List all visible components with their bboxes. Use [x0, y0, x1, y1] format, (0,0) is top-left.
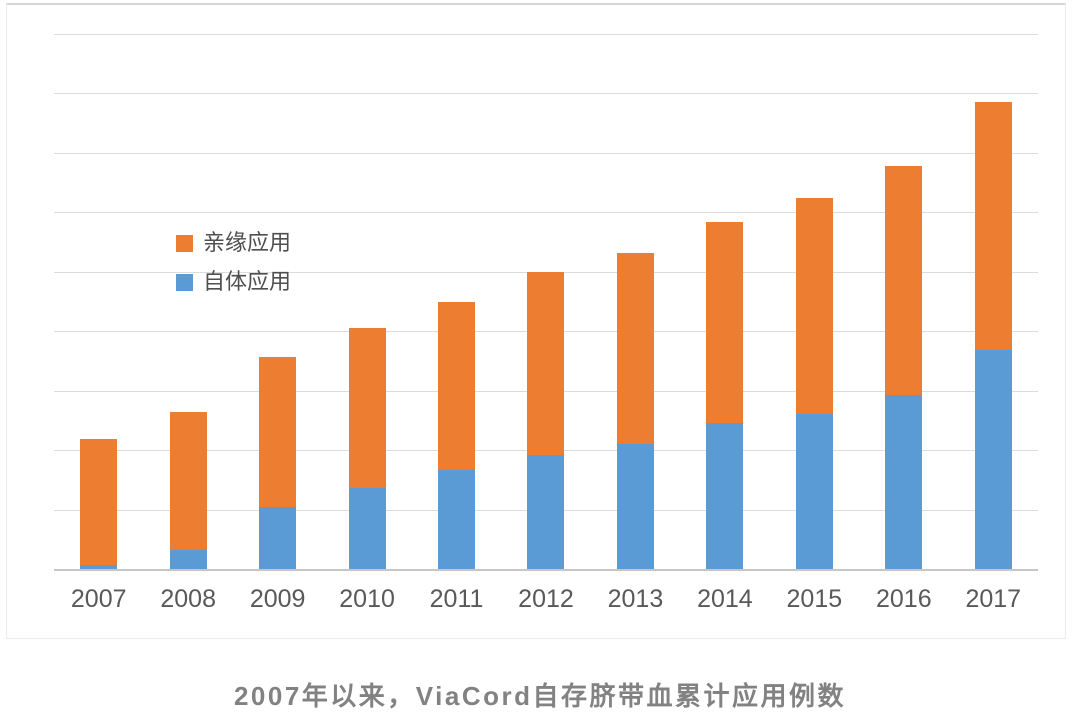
bar-segment-related — [616, 252, 654, 445]
bar-segment-autologous — [706, 422, 744, 569]
bar-segment-autologous — [348, 488, 386, 569]
x-axis-label: 2016 — [875, 585, 932, 613]
bar-column — [322, 34, 411, 569]
plot-area: 亲缘应用 自体应用 — [54, 34, 1038, 571]
bar-column — [501, 34, 590, 569]
bar-segment-related — [348, 327, 386, 489]
bar-segment-autologous — [169, 549, 207, 569]
bar-segment-autologous — [527, 454, 565, 569]
bar-column — [54, 34, 143, 569]
bar-stack — [795, 34, 833, 569]
bar-segment-related — [885, 165, 923, 396]
bar-column — [143, 34, 232, 569]
x-axis-label: 2009 — [249, 585, 306, 613]
x-axis-label: 2011 — [429, 585, 484, 613]
bar-segment-related — [169, 412, 207, 550]
gridline — [54, 212, 1038, 214]
bar-segment-related — [438, 301, 476, 471]
bar-column — [591, 34, 680, 569]
bar-segment-autologous — [259, 507, 297, 569]
bar-stack — [80, 34, 118, 569]
bar-segment-autologous — [616, 444, 654, 569]
gridline — [54, 34, 1038, 35]
x-axis-label: 2008 — [160, 585, 216, 613]
bar-stack — [885, 34, 923, 569]
bar-stack — [169, 34, 207, 569]
bar-segment-related — [795, 198, 833, 415]
bar-segment-autologous — [974, 350, 1012, 569]
gridline — [54, 93, 1038, 95]
chart-caption: 2007年以来，ViaCord自存脐带血累计应用例数 — [233, 681, 847, 711]
bar-column — [233, 34, 322, 569]
bars-layer — [54, 34, 1038, 569]
legend-label-autologous: 自体应用 — [203, 269, 292, 294]
x-axis: 2007 2008 2009 2010 2011 2012 2013 2014 2015 2016… — [54, 583, 1038, 615]
bar-segment-related — [527, 271, 565, 455]
bar-segment-related — [259, 357, 297, 508]
legend-swatch-related — [176, 234, 193, 252]
x-axis-label: 2012 — [518, 585, 574, 613]
x-axis-label: 2010 — [339, 585, 395, 613]
bar-segment-related — [706, 221, 744, 423]
bar-column — [680, 34, 769, 569]
bar-stack — [527, 34, 565, 569]
legend-item-autologous: 自体应用 — [176, 271, 291, 293]
bar-segment-autologous — [438, 470, 476, 569]
bar-stack — [616, 34, 654, 569]
x-axis-label: 2015 — [786, 585, 843, 613]
bar-column — [412, 34, 501, 569]
bar-column — [859, 34, 948, 569]
legend-item-related: 亲缘应用 — [176, 232, 291, 254]
bar-stack — [974, 34, 1012, 569]
legend-label-related: 亲缘应用 — [203, 230, 292, 255]
chart-legend: 亲缘应用 自体应用 — [176, 232, 291, 293]
bar-segment-related — [80, 439, 118, 566]
bar-stack — [259, 34, 297, 569]
chart-card: 亲缘应用 自体应用 2007 2008 2009 2010 2011 2012 2013 20… — [6, 3, 1066, 639]
legend-swatch-autologous — [176, 273, 193, 291]
bar-stack — [706, 34, 744, 569]
x-axis-label: 2017 — [965, 585, 1022, 613]
bar-segment-autologous — [80, 565, 118, 569]
bar-segment-related — [974, 101, 1012, 351]
bar-column — [770, 34, 859, 569]
bar-column — [949, 34, 1038, 569]
bar-stack — [348, 34, 386, 569]
gridline — [54, 152, 1038, 154]
bar-stack — [438, 34, 476, 569]
x-axis-label: 2007 — [70, 585, 127, 613]
x-axis-label: 2013 — [607, 585, 664, 613]
bar-segment-autologous — [795, 414, 833, 569]
bar-segment-autologous — [885, 395, 923, 569]
x-axis-label: 2014 — [697, 585, 753, 613]
